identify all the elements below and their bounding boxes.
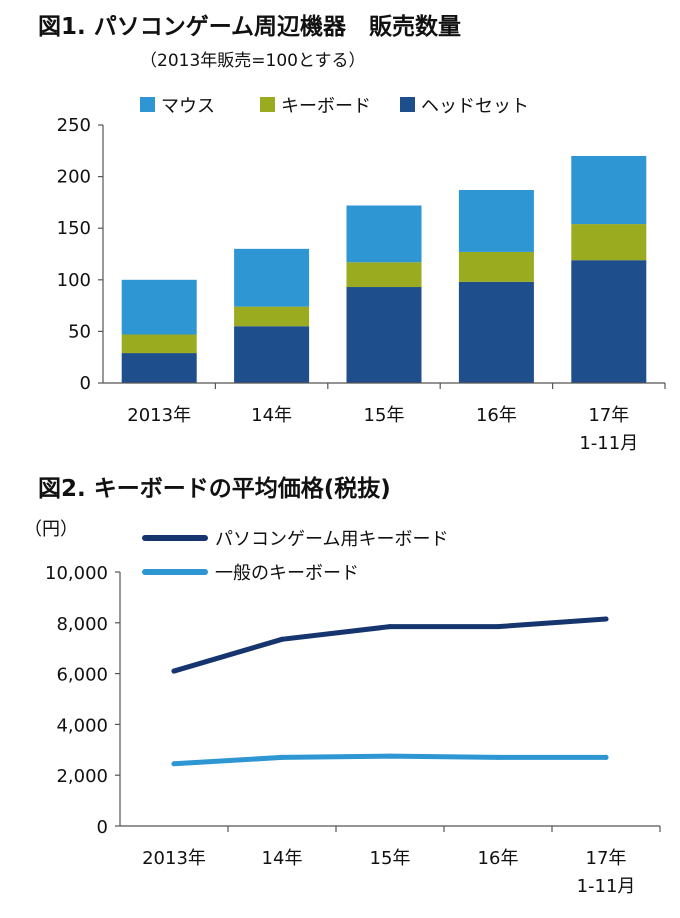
y-tick-label: 6,000	[56, 665, 108, 686]
y-tick-label: 50	[68, 321, 91, 342]
x-tick-sublabel: 1-11月	[579, 433, 638, 454]
y-tick-label: 0	[97, 817, 108, 838]
legend-label-キーボード: キーボード	[281, 96, 371, 117]
legend-label-0: パソコンゲーム用キーボード	[215, 529, 448, 550]
bar-ヘッドセット	[346, 287, 422, 383]
data-point	[387, 624, 393, 630]
y-tick-label: 100	[57, 270, 91, 291]
figure-1-title: 図1. パソコンゲーム周辺機器 販売数量	[38, 14, 461, 40]
x-tick-label: 14年	[251, 405, 292, 426]
x-tick-label: 15年	[370, 848, 411, 869]
x-tick-sublabel: 1-11月	[577, 876, 636, 897]
data-point	[495, 754, 501, 760]
figure-2-y-unit: （円）	[24, 519, 78, 540]
data-point	[603, 616, 609, 622]
legend-label-ヘッドセット: ヘッドセット	[421, 96, 529, 117]
figure-1-subtitle: （2013年販売=100とする）	[140, 51, 365, 71]
figure-1-bars	[121, 155, 647, 383]
bar-キーボード	[571, 224, 647, 261]
bar-マウス	[458, 190, 534, 252]
bar-ヘッドセット	[234, 326, 310, 383]
bar-ヘッドセット	[571, 260, 647, 383]
x-tick-label: 16年	[478, 848, 519, 869]
figure-2-y-axis: 0 2,000 4,000 6,000 8,000 10,000	[45, 563, 121, 838]
bar-キーボード	[234, 306, 310, 327]
legend-swatch-ヘッドセット	[400, 97, 415, 112]
y-tick-label: 150	[57, 218, 91, 239]
y-tick-label: 10,000	[45, 563, 108, 584]
x-tick-label: 15年	[364, 405, 405, 426]
figure-2-lines	[171, 616, 609, 767]
legend-swatch-マウス	[140, 97, 155, 112]
y-tick-label: 250	[57, 115, 91, 136]
bar-キーボード	[346, 262, 422, 288]
data-point	[603, 754, 609, 760]
figure-2: 図2. キーボードの平均価格(税抜) （円） パソコンゲーム用キーボード一般のキ…	[24, 475, 661, 897]
figure-2-x-axis: 2013年 14年 15年 16年 17年 1-11月	[120, 825, 661, 897]
x-tick-label: 2013年	[127, 405, 191, 426]
bar-マウス	[571, 155, 647, 225]
y-tick-label: 2,000	[56, 766, 108, 787]
figure-1-legend: マウス キーボード ヘッドセット	[140, 96, 529, 117]
legend-label-マウス: マウス	[161, 96, 215, 117]
x-tick-label: 2013年	[142, 848, 206, 869]
bar-マウス	[234, 248, 310, 307]
bar-マウス	[346, 205, 422, 263]
bar-ヘッドセット	[458, 281, 534, 383]
legend-swatch-キーボード	[260, 97, 275, 112]
data-point	[279, 754, 285, 760]
y-tick-label: 8,000	[56, 614, 108, 635]
data-point	[279, 636, 285, 642]
x-tick-label: 14年	[262, 848, 303, 869]
bar-キーボード	[458, 251, 534, 282]
data-point	[387, 753, 393, 759]
figure-1-y-axis: 0 50 100 150 200 250	[57, 115, 104, 394]
x-tick-label: 16年	[476, 405, 517, 426]
x-tick-label: 17年	[586, 848, 627, 869]
y-tick-label: 200	[57, 167, 91, 188]
y-tick-label: 0	[80, 373, 91, 394]
x-tick-label: 17年	[588, 405, 629, 426]
data-point	[495, 624, 501, 630]
bar-ヘッドセット	[121, 353, 197, 383]
figure-2-title: 図2. キーボードの平均価格(税抜)	[38, 475, 391, 502]
data-point	[171, 761, 177, 767]
figure-1: 図1. パソコンゲーム周辺機器 販売数量 （2013年販売=100とする） マウ…	[38, 14, 666, 454]
legend-label-1: 一般のキーボード	[215, 563, 359, 584]
bar-マウス	[121, 279, 197, 335]
data-point	[171, 668, 177, 674]
bar-キーボード	[121, 334, 197, 354]
y-tick-label: 4,000	[56, 715, 108, 736]
figure-1-x-axis: 2013年 14年 15年 16年 17年 1-11月	[103, 382, 666, 454]
